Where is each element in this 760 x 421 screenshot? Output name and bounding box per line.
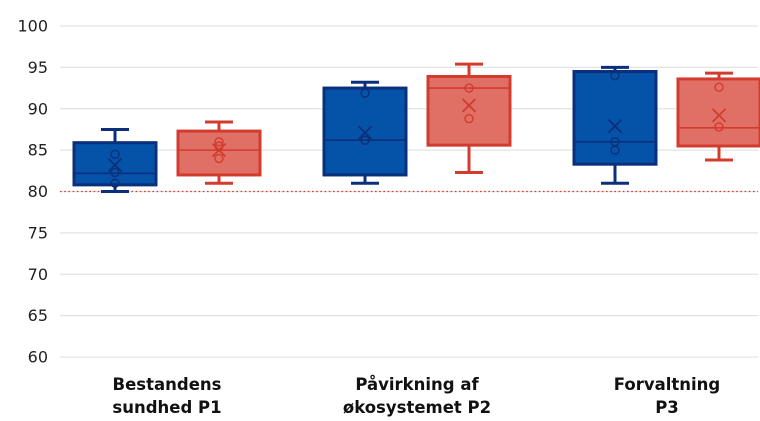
y-tick-label: 60	[28, 348, 48, 367]
data-point	[360, 88, 370, 98]
mean-marker	[107, 157, 123, 173]
category-label-line: P3	[655, 398, 679, 417]
y-tick-label: 70	[28, 265, 48, 284]
category-labels: Bestandens sundhed P1 Påvirkning af økosyst…	[112, 375, 720, 417]
y-tick-label: 80	[28, 182, 48, 201]
y-axis-tick-labels: 60 65 70 75 80 85 90 95 100	[17, 17, 48, 367]
y-tick-label: 75	[28, 223, 48, 242]
data-point	[464, 113, 474, 124]
box-2-2	[426, 62, 512, 174]
box-1-3	[572, 65, 658, 185]
category-label-line: Forvaltning	[614, 375, 720, 394]
y-tick-label: 85	[28, 141, 48, 160]
category-label-line: Bestandens	[113, 375, 222, 394]
data-point	[714, 122, 724, 132]
box-body	[572, 70, 658, 166]
box-2-3	[676, 71, 760, 162]
box-body	[676, 77, 760, 148]
category-label-line: økosystemet P2	[343, 398, 491, 417]
y-tick-label: 90	[28, 99, 48, 118]
series-2	[176, 62, 760, 185]
mean-marker	[211, 142, 227, 158]
series-1	[72, 65, 658, 193]
box-1-2	[322, 80, 408, 185]
box-1-1	[72, 127, 158, 193]
data-point	[464, 83, 474, 93]
mean-marker	[357, 125, 373, 140]
category-label: Påvirkning af økosystemet P2	[343, 375, 491, 417]
y-tick-label: 65	[28, 306, 48, 325]
mean-marker	[461, 98, 477, 113]
data-point	[610, 70, 620, 81]
y-tick-label: 95	[28, 58, 48, 77]
data-point	[714, 82, 724, 92]
box-body	[426, 74, 512, 147]
data-point	[610, 137, 620, 147]
data-point	[214, 137, 224, 147]
box-series	[72, 62, 760, 193]
data-point	[360, 135, 370, 145]
category-label: Forvaltning P3	[614, 375, 720, 417]
mean-marker	[607, 118, 623, 134]
box-2-1	[176, 120, 262, 185]
data-point	[110, 167, 120, 178]
data-point	[110, 149, 120, 159]
mean-marker	[711, 108, 727, 123]
category-label: Bestandens sundhed P1	[112, 375, 221, 417]
y-tick-label: 100	[17, 17, 48, 36]
data-point	[110, 178, 120, 188]
category-label-line: Påvirkning af	[355, 375, 479, 394]
data-point	[214, 153, 224, 164]
category-label-line: sundhed P1	[112, 398, 221, 417]
